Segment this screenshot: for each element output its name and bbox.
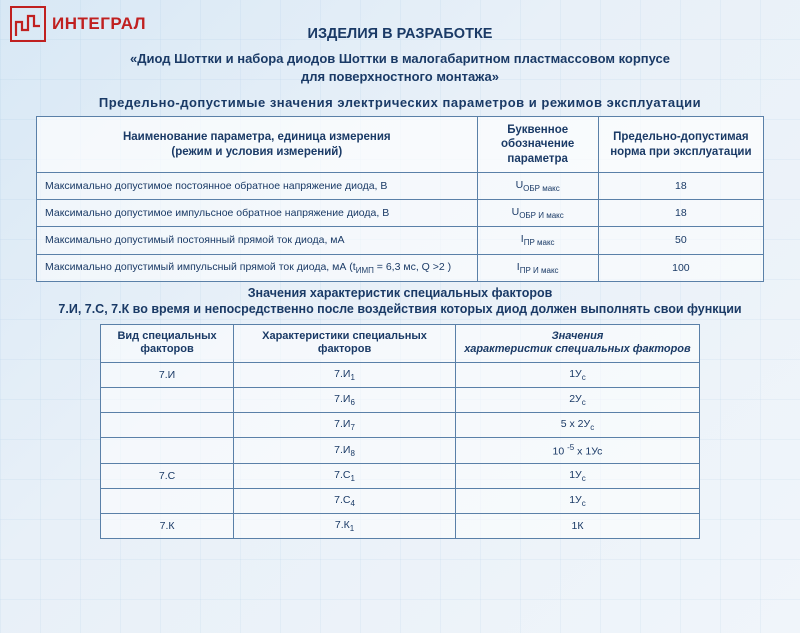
cell-kind bbox=[101, 488, 234, 513]
th-val-l1: Значения bbox=[552, 330, 604, 342]
logo-text: ИНТЕГРАЛ bbox=[52, 14, 146, 34]
cell-char: 7.И6 bbox=[234, 388, 456, 413]
cell-val: 2Ус bbox=[455, 388, 699, 413]
th-limit: Предельно-допустимая норма при эксплуата… bbox=[598, 117, 763, 173]
cell-val: 1Ус bbox=[455, 488, 699, 513]
cell-val: 1К bbox=[455, 514, 699, 539]
cell-kind bbox=[101, 388, 234, 413]
cell-val: 10 -5 x 1Ус bbox=[455, 438, 699, 464]
logo-icon bbox=[10, 6, 46, 42]
page: ИНТЕГРАЛ ИЗДЕЛИЯ В РАЗРАБОТКЕ «Диод Шотт… bbox=[0, 0, 800, 539]
cell-symbol: UОБР И макс bbox=[477, 200, 598, 227]
subtitle: «Диод Шоттки и набора диодов Шоттки в ма… bbox=[36, 50, 764, 85]
table-row: 7.С 7.С1 1Ус bbox=[101, 463, 700, 488]
cell-val: 1Ус bbox=[455, 463, 699, 488]
cell-kind bbox=[101, 413, 234, 438]
th-param: Наименование параметра, единица измерени… bbox=[37, 117, 478, 173]
table-header-row: Наименование параметра, единица измерени… bbox=[37, 117, 764, 173]
table-row: Максимально допустимый импульсный прямой… bbox=[37, 254, 764, 281]
cell-char: 7.С4 bbox=[234, 488, 456, 513]
cell-char: 7.И8 bbox=[234, 438, 456, 464]
th-param-l2: (режим и условия измерений) bbox=[171, 146, 342, 158]
table2-caption-b: 7.И, 7.С, 7.К во время и непосредственно… bbox=[10, 302, 790, 316]
th-kind: Вид специальных факторов bbox=[101, 324, 234, 363]
th-param-l1: Наименование параметра, единица измерени… bbox=[123, 131, 391, 143]
cell-value: 50 bbox=[598, 227, 763, 254]
table1-caption: Предельно-допустимые значения электричес… bbox=[18, 95, 782, 110]
table2-caption-a: Значения характеристик специальных факто… bbox=[10, 286, 790, 300]
cell-value: 18 bbox=[598, 200, 763, 227]
cell-char: 7.С1 bbox=[234, 463, 456, 488]
cell-val: 1Ус bbox=[455, 363, 699, 388]
table-row: Максимально допустимое постоянное обратн… bbox=[37, 173, 764, 200]
factors-table: Вид специальных факторов Характеристики … bbox=[100, 324, 700, 540]
params-table: Наименование параметра, единица измерени… bbox=[36, 116, 764, 282]
cell-value: 100 bbox=[598, 254, 763, 281]
table-row: 7.И6 2Ус bbox=[101, 388, 700, 413]
cell-kind: 7.И bbox=[101, 363, 234, 388]
cell-kind bbox=[101, 438, 234, 464]
table-row: 7.И7 5 x 2Ус bbox=[101, 413, 700, 438]
subtitle-line-2: для поверхностного монтажа» bbox=[301, 69, 499, 84]
table-row: Максимально допустимое импульсное обратн… bbox=[37, 200, 764, 227]
cell-symbol: IПР макс bbox=[477, 227, 598, 254]
cell-kind: 7.С bbox=[101, 463, 234, 488]
th-symbol: Буквенное обозначение параметра bbox=[477, 117, 598, 173]
cell-symbol: UОБР макс bbox=[477, 173, 598, 200]
cell-kind: 7.К bbox=[101, 514, 234, 539]
cell-value: 18 bbox=[598, 173, 763, 200]
cell-param: Максимально допустимое постоянное обратн… bbox=[37, 173, 478, 200]
cell-char: 7.К1 bbox=[234, 514, 456, 539]
table-row: 7.С4 1Ус bbox=[101, 488, 700, 513]
th-val-l2: характеристик специальных факторов bbox=[464, 343, 690, 355]
cell-val: 5 x 2Ус bbox=[455, 413, 699, 438]
cell-param: Максимально допустимое импульсное обратн… bbox=[37, 200, 478, 227]
table-row: 7.И 7.И1 1Ус bbox=[101, 363, 700, 388]
th-val: Значения характеристик специальных факто… bbox=[455, 324, 699, 363]
cell-char: 7.И7 bbox=[234, 413, 456, 438]
table-row: 7.К 7.К1 1К bbox=[101, 514, 700, 539]
cell-param: Максимально допустимый импульсный прямой… bbox=[37, 254, 478, 281]
cell-symbol: IПР И макс bbox=[477, 254, 598, 281]
table-row: Максимально допустимый постоянный прямой… bbox=[37, 227, 764, 254]
th-char: Характеристики специальных факторов bbox=[234, 324, 456, 363]
table-header-row: Вид специальных факторов Характеристики … bbox=[101, 324, 700, 363]
table-row: 7.И8 10 -5 x 1Ус bbox=[101, 438, 700, 464]
cell-param: Максимально допустимый постоянный прямой… bbox=[37, 227, 478, 254]
subtitle-line-1: «Диод Шоттки и набора диодов Шоттки в ма… bbox=[130, 51, 670, 66]
cell-char: 7.И1 bbox=[234, 363, 456, 388]
